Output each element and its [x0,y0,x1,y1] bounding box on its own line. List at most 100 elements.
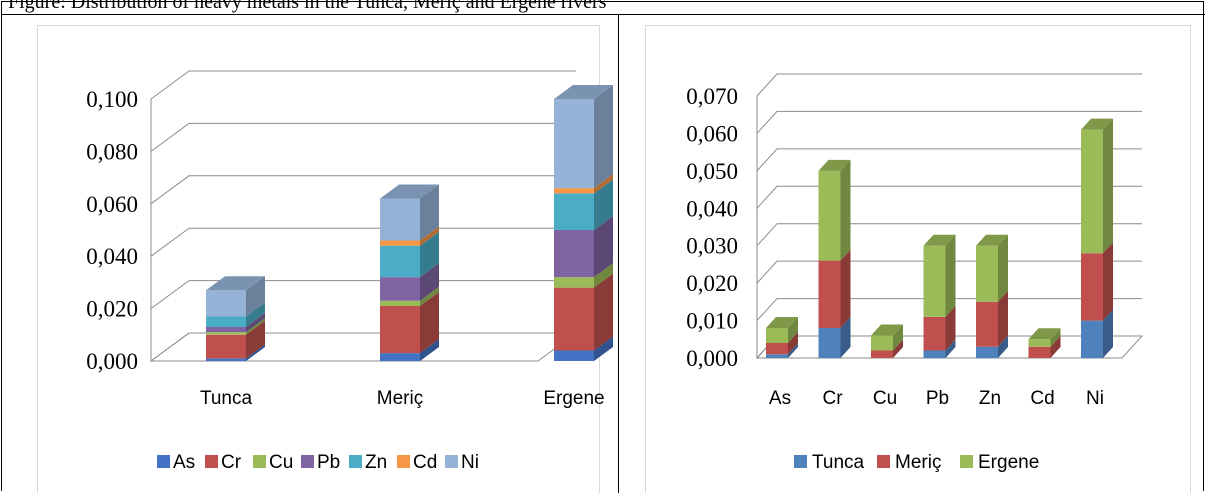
bar-front-face [380,300,420,306]
legend-swatch [397,455,410,468]
y-tick-label: 0,010 [686,309,738,334]
x-category-label: Zn [979,388,1001,409]
gridline [756,260,1142,284]
bar-front-face [976,346,998,358]
bar-front-face [380,353,420,361]
bar-front-face [976,245,998,302]
bar-front-face [923,316,946,351]
bar-segment-as [206,344,265,361]
bar-front-face [976,301,998,347]
gridline [756,110,1142,134]
bar-side-face [945,234,956,317]
legend-swatch [253,455,266,468]
y-tick-label: 0,100 [86,87,138,112]
legend-item-ergene: Ergene [960,452,1039,473]
bar-segment-meric [923,305,956,351]
legend-swatch [157,455,170,468]
bar-front-face [206,290,246,317]
bar-side-face [1103,118,1113,254]
bar-segment-tunca [1081,309,1113,358]
bar-side-face [998,234,1008,302]
bar-front-face [206,316,246,327]
bar-side-face [420,231,439,278]
x-category-label: As [769,388,791,409]
bar-front-face [818,260,841,329]
x-category-label: Cr [822,388,843,409]
bar-top-face [380,184,439,199]
bar-side-face [594,216,613,278]
gridline [150,175,576,205]
bar-side-face [945,339,956,358]
y-tick-label: 0,020 [86,297,138,322]
bar-side-face [840,249,851,329]
x-category-label: Cu [873,388,897,409]
bar-segment-ni [380,184,439,241]
bar-segment-cu [554,263,613,288]
x-category-label: Pb [926,388,949,409]
bar-segment-ergene [766,317,798,344]
chart-panel-by-river: 0,000 0,020 0,040 0,060 0,080 0,100 Tunca Meriç… [37,25,613,493]
bar-front-face [380,245,420,278]
bar-front-face [818,170,841,261]
bar-top-face [1081,118,1113,130]
bar-segment-meric [1081,242,1113,321]
bar-segment-meric [1028,335,1061,358]
bar-front-face [1081,129,1103,254]
bar-top-face [871,324,903,336]
legend-swatch [349,455,362,468]
legend: Tunca Meriç Ergene [794,452,1039,473]
bar-side-face [594,85,613,189]
bar-side-face [945,305,956,351]
bar-front-face [380,240,420,246]
bar-side-face [246,276,265,317]
bar-segment-as [380,339,439,361]
bar-segment-cu [206,318,265,335]
bar-side-face [840,159,851,261]
bar-segment-ergene [976,234,1008,302]
bar-segment-tunca [818,317,851,358]
legend-label: Meriç [895,452,941,473]
bar-side-face [246,344,265,361]
legend-label: Cr [221,452,242,473]
x-category-label: Tunca [200,388,253,409]
legend-item-meric: Meriç [877,452,941,473]
bar-segment-cr [206,320,265,359]
gridline [756,223,1142,247]
bar-side-face [420,339,439,361]
bar-side-face [1050,335,1061,358]
legend-swatch [877,455,890,468]
bar-side-face [1050,328,1061,347]
bar-front-face [923,245,946,317]
bar-front-face [1081,253,1103,321]
bar-side-face [1103,242,1113,321]
y-tick-label: 0,060 [686,121,738,146]
y-tick-label: 0,000 [686,346,738,371]
bar-segment-ni [554,85,613,189]
bar-segment-meric [766,332,798,355]
bar-side-face [246,320,265,359]
bar-segment-cr [554,273,613,351]
chart-by-metal: 0,000 0,010 0,020 0,030 0,040 0,050 0,060 0,070… [686,73,1144,473]
bar-side-face [788,343,798,358]
legend-label: Cd [413,452,437,473]
gridline [150,227,576,257]
legend-item-ni: Ni [445,452,479,473]
legend-label: Tunca [812,452,865,473]
legend-swatch [960,455,973,468]
legend-swatch [445,455,458,468]
bar-front-face [1028,346,1051,358]
legend-item-as: As [157,452,195,473]
y-tick-label: 0,080 [86,139,138,164]
bar-segment-ergene [1081,118,1113,254]
bar-segment-ergene [818,159,851,261]
figure-caption: Figure: Distribution of heavy metals in … [8,0,607,13]
bar-segment-pb [554,216,613,278]
bar-side-face [246,318,265,335]
bar-side-face [420,286,439,306]
bar-front-face [871,350,893,358]
y-tick-label: 0,040 [86,244,138,269]
bar-front-face [206,334,246,359]
legend-label: Ni [461,452,479,473]
bar-segment-meric [818,249,851,329]
bar-segment-pb [380,263,439,301]
